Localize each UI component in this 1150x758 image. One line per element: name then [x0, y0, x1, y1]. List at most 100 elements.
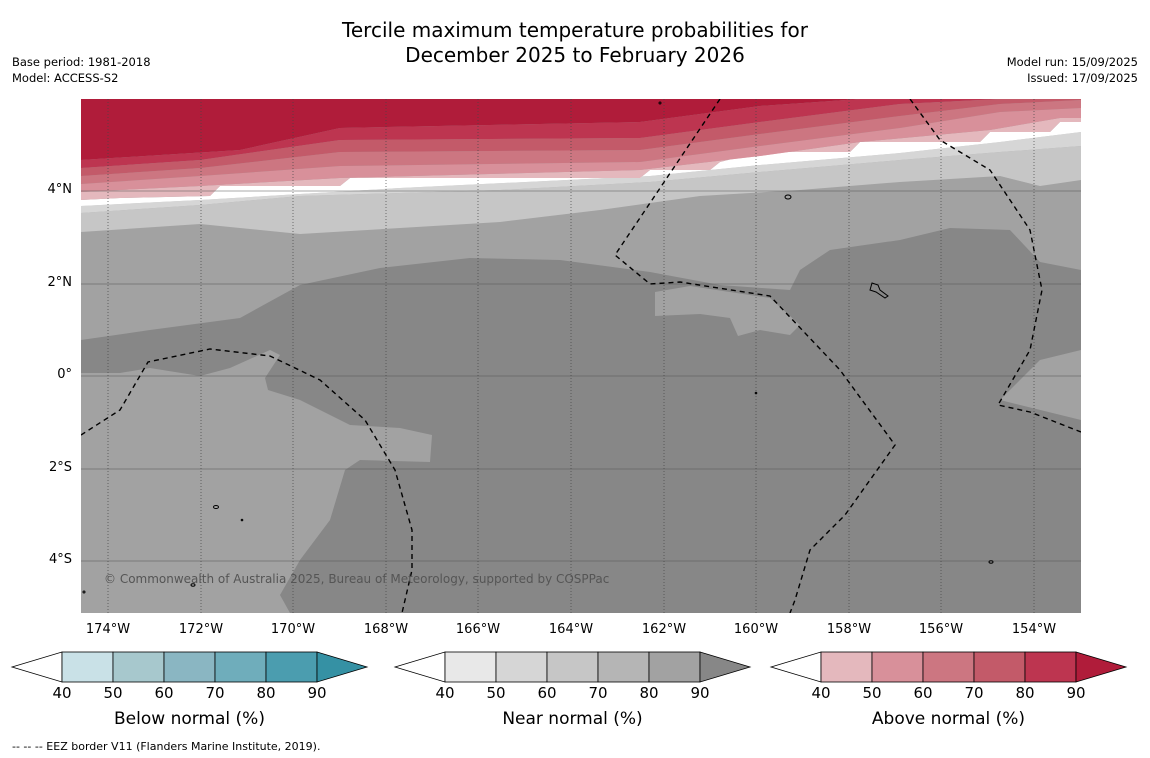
- cb1-segment-2: [112, 651, 165, 683]
- cb1-tick-50: 50: [103, 684, 123, 702]
- lon-label-160w: 160°W: [733, 622, 779, 637]
- cb3-tick-50: 50: [862, 684, 882, 702]
- lat-label-4n: 4°N: [47, 182, 73, 197]
- island-6: [754, 391, 758, 395]
- cb2-segment-6: [699, 651, 752, 683]
- base-period-text: Base period: 1981-2018: [12, 55, 151, 69]
- above-normal-60-70-band: [81, 100, 1081, 184]
- cb2-segment-1: [444, 651, 497, 683]
- model-text: Model: ACCESS-S2: [12, 71, 119, 85]
- lon-label-154w: 154°W: [1011, 622, 1057, 637]
- island-5: [658, 101, 662, 105]
- near-normal-80-90-region: [81, 228, 1081, 613]
- eez-border-east: [909, 99, 1081, 433]
- probability-field: [81, 99, 1081, 613]
- cb3-segment-3: [922, 651, 975, 683]
- cb3-segment-4: [973, 651, 1026, 683]
- near-normal-70-80-pocket: [655, 286, 800, 336]
- lon-label-172w: 172°W: [178, 622, 224, 637]
- eez-border-note: -- -- -- EEZ border V11 (Flanders Marine…: [12, 740, 321, 753]
- model-run-text: Model run: 15/09/2025: [1006, 55, 1138, 69]
- cb3-segment-5: [1024, 651, 1077, 683]
- cb1-segment-4: [214, 651, 267, 683]
- copyright-text: © Commonwealth of Australia 2025, Bureau…: [104, 572, 610, 586]
- colorbar-near-normal: [393, 651, 752, 683]
- cb1-segment-5: [265, 651, 318, 683]
- island-kiritimati: [869, 282, 889, 299]
- lon-label-162w: 162°W: [641, 622, 687, 637]
- cb3-segment-1: [820, 651, 873, 683]
- eez-border-kiribati-line: [614, 99, 896, 613]
- cb3-tick-40: 40: [811, 684, 831, 702]
- colorbar-label-below: Below normal (%): [114, 709, 265, 729]
- cb1-segment-3: [163, 651, 216, 683]
- lon-label-156w: 156°W: [918, 622, 964, 637]
- lon-label-166w: 166°W: [455, 622, 501, 637]
- near-normal-50-60-band: [81, 132, 1081, 213]
- cb3-tick-80: 80: [1015, 684, 1035, 702]
- island-8: [82, 590, 86, 594]
- islands: [82, 101, 994, 594]
- cb2-segment-4: [597, 651, 650, 683]
- no-dominant-band: [81, 122, 1081, 206]
- cb1-tick-90: 90: [307, 684, 327, 702]
- lat-label-2n: 2°N: [47, 275, 73, 290]
- cb2-tick-40: 40: [435, 684, 455, 702]
- eez-borders: [81, 99, 1081, 613]
- above-normal-50-60-band: [81, 108, 1081, 192]
- lat-label-2s: 2°S: [48, 460, 72, 475]
- lon-label-158w: 158°W: [826, 622, 872, 637]
- island-2: [213, 505, 219, 509]
- above-normal-80-90-band: [81, 99, 1000, 168]
- island-4: [988, 560, 994, 564]
- colorbar-below-normal: [10, 651, 369, 683]
- cb1-segment-0: [10, 651, 63, 683]
- island-7: [240, 518, 244, 522]
- above-normal-90-plus-region: [81, 99, 860, 160]
- cb3-tick-60: 60: [913, 684, 933, 702]
- cb3-tick-70: 70: [964, 684, 984, 702]
- lat-label-4s: 4°S: [48, 552, 72, 567]
- cb1-tick-60: 60: [154, 684, 174, 702]
- colorbar-label-above: Above normal (%): [871, 709, 1026, 729]
- map-title: Tercile maximum temperature probabilitie…: [0, 18, 1150, 68]
- meta-right: Model run: 15/09/2025 Issued: 17/09/2025: [1007, 54, 1138, 86]
- cb2-tick-90: 90: [690, 684, 710, 702]
- title-line-2: December 2025 to February 2026: [405, 43, 745, 67]
- cb2-segment-5: [648, 651, 701, 683]
- cb2-tick-70: 70: [588, 684, 608, 702]
- island-3: [190, 583, 196, 587]
- cb1-tick-80: 80: [256, 684, 276, 702]
- island-1: [784, 194, 792, 200]
- lon-label-174w: 174°W: [85, 622, 131, 637]
- cb2-tick-50: 50: [486, 684, 506, 702]
- cb2-segment-0: [393, 651, 446, 683]
- lat-label-0: 0°: [57, 367, 72, 382]
- cb2-tick-80: 80: [639, 684, 659, 702]
- lon-label-164w: 164°W: [548, 622, 594, 637]
- cb1-tick-40: 40: [52, 684, 72, 702]
- cb1-tick-70: 70: [205, 684, 225, 702]
- colorbar-label-near: Near normal (%): [502, 709, 643, 729]
- above-normal-40-50-band: [81, 118, 1081, 200]
- issued-text: Issued: 17/09/2025: [1027, 71, 1138, 85]
- cb3-tick-90: 90: [1066, 684, 1086, 702]
- colorbar-above-normal: [769, 651, 1128, 683]
- cb1-segment-1: [61, 651, 114, 683]
- cb2-segment-3: [546, 651, 599, 683]
- cb3-segment-6: [1075, 651, 1128, 683]
- gridlines: [81, 190, 1081, 562]
- cb2-segment-2: [495, 651, 548, 683]
- near-normal-60-70-band: [81, 146, 1081, 234]
- above-normal-70-80-band: [81, 99, 1081, 176]
- cb3-segment-0: [769, 651, 822, 683]
- title-line-1: Tercile maximum temperature probabilitie…: [342, 18, 808, 42]
- cb2-tick-60: 60: [537, 684, 557, 702]
- cb3-segment-2: [871, 651, 924, 683]
- meta-left: Base period: 1981-2018 Model: ACCESS-S2: [12, 54, 151, 86]
- lon-label-170w: 170°W: [270, 622, 316, 637]
- lon-label-168w: 168°W: [363, 622, 409, 637]
- eez-border-kiribati-west: [81, 348, 413, 613]
- cb1-segment-6: [316, 651, 369, 683]
